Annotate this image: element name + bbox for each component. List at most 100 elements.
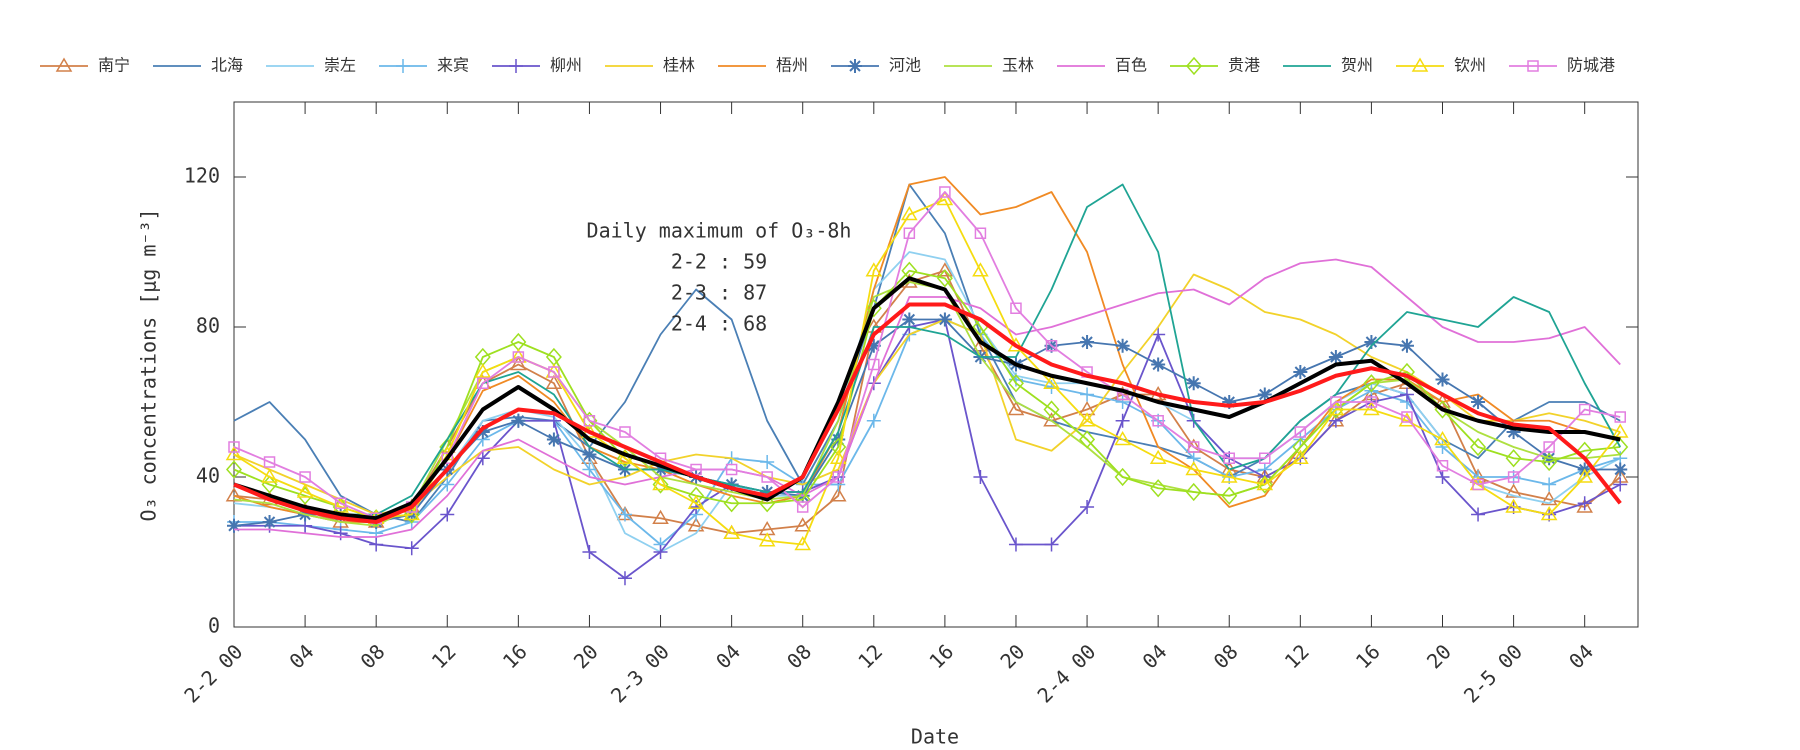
marker	[619, 426, 631, 438]
marker	[1259, 452, 1271, 464]
marker	[1044, 537, 1059, 552]
marker	[1363, 401, 1380, 416]
x-axis-label: Date	[911, 725, 959, 749]
legend-label: 南宁	[98, 56, 130, 75]
marker	[653, 545, 668, 559]
y-tick-label: 80	[196, 314, 220, 338]
marker	[1223, 452, 1235, 464]
marker	[474, 363, 492, 378]
marker	[1187, 441, 1200, 453]
marker	[1186, 56, 1202, 76]
annotation: 2-4 : 68	[671, 312, 767, 336]
marker	[1471, 395, 1486, 409]
series-line	[233, 273, 1621, 516]
marker	[1506, 425, 1521, 439]
marker	[1505, 483, 1522, 498]
x-tick-label: 08	[1209, 639, 1243, 673]
marker	[901, 206, 918, 221]
marker	[1043, 374, 1060, 389]
marker	[1576, 468, 1593, 483]
marker	[262, 515, 277, 529]
marker	[936, 262, 954, 277]
x-tick-label: 2-2 00	[179, 639, 247, 707]
marker	[227, 518, 241, 533]
marker	[475, 425, 490, 439]
x-tick-label: 16	[1351, 639, 1385, 673]
marker	[545, 374, 563, 389]
marker	[794, 536, 812, 551]
marker	[939, 186, 951, 198]
marker	[1008, 537, 1023, 552]
series	[234, 258, 1621, 538]
marker	[1435, 440, 1450, 454]
series	[233, 273, 1621, 516]
marker	[1364, 335, 1379, 349]
marker	[1613, 462, 1628, 477]
marker	[972, 262, 989, 277]
marker	[1527, 60, 1539, 72]
marker	[369, 537, 384, 552]
marker	[1007, 374, 1024, 393]
marker	[1401, 411, 1413, 423]
marker	[582, 545, 597, 559]
marker	[1399, 338, 1414, 353]
marker	[1115, 413, 1130, 428]
marker	[974, 227, 987, 239]
marker	[796, 501, 809, 513]
marker	[1257, 387, 1272, 402]
legend-label: 百色	[1115, 56, 1147, 75]
series	[233, 176, 1621, 523]
marker	[1150, 479, 1167, 498]
marker	[936, 191, 954, 206]
marker	[832, 471, 845, 483]
marker	[1435, 372, 1450, 387]
marker	[546, 432, 561, 447]
y-axis-label: O₃ concentrations [μg m⁻³]	[137, 208, 161, 521]
marker	[1114, 467, 1131, 487]
marker	[1115, 338, 1130, 353]
series-line	[233, 176, 1621, 523]
marker	[1080, 335, 1095, 349]
marker	[475, 451, 490, 466]
marker	[509, 59, 523, 73]
marker	[723, 494, 740, 513]
marker	[225, 487, 243, 502]
x-tick-label: 04	[1138, 639, 1172, 673]
marker	[1435, 470, 1450, 484]
annotation: 2-3 : 87	[671, 281, 767, 305]
series-line	[234, 318, 1621, 546]
marker	[759, 494, 776, 513]
marker	[548, 366, 560, 378]
series	[228, 186, 1626, 524]
marker	[404, 541, 419, 556]
marker	[1221, 486, 1238, 505]
x-tick-label: 12	[427, 639, 461, 673]
marker	[1078, 412, 1096, 427]
series-line	[233, 251, 1621, 553]
series	[233, 251, 1621, 553]
marker	[1411, 57, 1429, 72]
x-tick-label: 20	[569, 639, 603, 673]
series-line	[233, 302, 1622, 524]
marker	[1043, 400, 1060, 419]
marker	[1542, 477, 1557, 492]
marker	[1293, 365, 1308, 379]
marker	[690, 463, 702, 476]
marker	[936, 269, 953, 288]
marker	[296, 483, 314, 498]
marker	[1577, 496, 1592, 511]
marker	[902, 312, 917, 327]
marker	[55, 57, 73, 72]
marker	[1114, 431, 1131, 446]
legend-label: 贺州	[1341, 56, 1373, 75]
legend-label: 北海	[211, 56, 243, 75]
marker	[1365, 396, 1378, 408]
marker	[829, 487, 847, 502]
series	[227, 312, 1628, 586]
x-tick-label: 08	[356, 639, 390, 673]
marker	[1292, 449, 1309, 464]
marker	[687, 517, 705, 532]
marker	[1398, 412, 1416, 427]
marker	[1149, 449, 1167, 464]
